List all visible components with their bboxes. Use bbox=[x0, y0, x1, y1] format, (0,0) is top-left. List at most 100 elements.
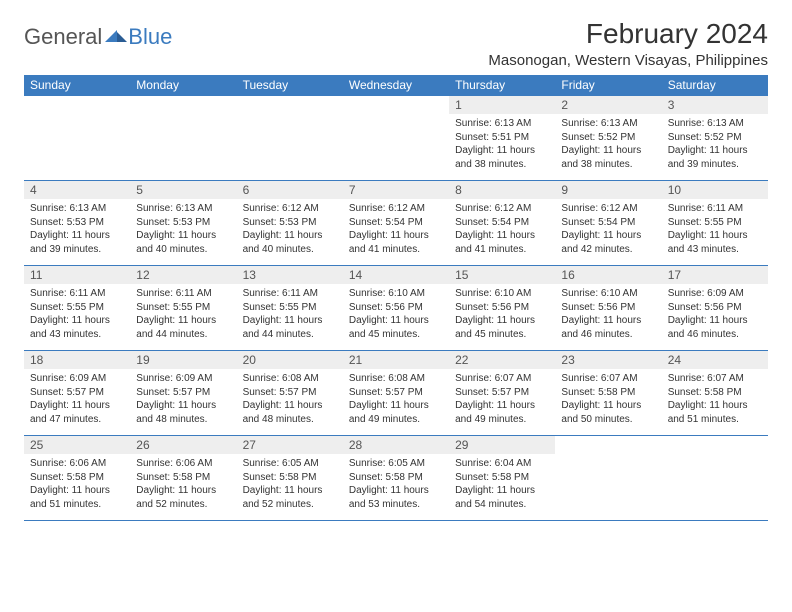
daylight-text: Daylight: 11 hours and 47 minutes. bbox=[30, 399, 124, 426]
sunset-text: Sunset: 5:58 PM bbox=[30, 471, 124, 485]
sunset-text: Sunset: 5:56 PM bbox=[349, 301, 443, 315]
sunset-text: Sunset: 5:58 PM bbox=[243, 471, 337, 485]
day-number: 12 bbox=[130, 266, 236, 284]
day-details: Sunrise: 6:11 AMSunset: 5:55 PMDaylight:… bbox=[130, 284, 236, 345]
sunrise-text: Sunrise: 6:09 AM bbox=[30, 372, 124, 386]
calendar-day-cell: 7Sunrise: 6:12 AMSunset: 5:54 PMDaylight… bbox=[343, 181, 449, 266]
sunset-text: Sunset: 5:57 PM bbox=[136, 386, 230, 400]
day-details: Sunrise: 6:08 AMSunset: 5:57 PMDaylight:… bbox=[343, 369, 449, 430]
daylight-text: Daylight: 11 hours and 40 minutes. bbox=[243, 229, 337, 256]
sunset-text: Sunset: 5:54 PM bbox=[349, 216, 443, 230]
sunset-text: Sunset: 5:57 PM bbox=[455, 386, 549, 400]
calendar-week-row: 4Sunrise: 6:13 AMSunset: 5:53 PMDaylight… bbox=[24, 181, 768, 266]
sunrise-text: Sunrise: 6:07 AM bbox=[561, 372, 655, 386]
calendar-day-cell: 18Sunrise: 6:09 AMSunset: 5:57 PMDayligh… bbox=[24, 351, 130, 436]
calendar-day-cell: 10Sunrise: 6:11 AMSunset: 5:55 PMDayligh… bbox=[662, 181, 768, 266]
day-number: 20 bbox=[237, 351, 343, 369]
calendar-day-cell: 22Sunrise: 6:07 AMSunset: 5:57 PMDayligh… bbox=[449, 351, 555, 436]
day-number: 25 bbox=[24, 436, 130, 454]
sunrise-text: Sunrise: 6:13 AM bbox=[668, 117, 762, 131]
day-details: Sunrise: 6:13 AMSunset: 5:52 PMDaylight:… bbox=[662, 114, 768, 175]
sunrise-text: Sunrise: 6:06 AM bbox=[30, 457, 124, 471]
daylight-text: Daylight: 11 hours and 52 minutes. bbox=[243, 484, 337, 511]
day-number: 19 bbox=[130, 351, 236, 369]
sunset-text: Sunset: 5:55 PM bbox=[30, 301, 124, 315]
day-details: Sunrise: 6:08 AMSunset: 5:57 PMDaylight:… bbox=[237, 369, 343, 430]
day-details: Sunrise: 6:10 AMSunset: 5:56 PMDaylight:… bbox=[555, 284, 661, 345]
weekday-header: Friday bbox=[555, 75, 661, 96]
sunset-text: Sunset: 5:57 PM bbox=[349, 386, 443, 400]
logo-mark-icon bbox=[105, 28, 127, 46]
day-number: 23 bbox=[555, 351, 661, 369]
sunset-text: Sunset: 5:57 PM bbox=[30, 386, 124, 400]
day-number: 14 bbox=[343, 266, 449, 284]
header: General Blue February 2024 Masonogan, We… bbox=[24, 18, 768, 69]
sunrise-text: Sunrise: 6:05 AM bbox=[243, 457, 337, 471]
calendar-day-cell: 16Sunrise: 6:10 AMSunset: 5:56 PMDayligh… bbox=[555, 266, 661, 351]
day-number: 10 bbox=[662, 181, 768, 199]
day-details: Sunrise: 6:06 AMSunset: 5:58 PMDaylight:… bbox=[130, 454, 236, 515]
daylight-text: Daylight: 11 hours and 46 minutes. bbox=[668, 314, 762, 341]
weekday-header: Saturday bbox=[662, 75, 768, 96]
day-number: 11 bbox=[24, 266, 130, 284]
day-details: Sunrise: 6:11 AMSunset: 5:55 PMDaylight:… bbox=[24, 284, 130, 345]
daylight-text: Daylight: 11 hours and 49 minutes. bbox=[455, 399, 549, 426]
calendar-week-row: 11Sunrise: 6:11 AMSunset: 5:55 PMDayligh… bbox=[24, 266, 768, 351]
calendar-day-cell: 26Sunrise: 6:06 AMSunset: 5:58 PMDayligh… bbox=[130, 436, 236, 521]
day-number: 17 bbox=[662, 266, 768, 284]
sunset-text: Sunset: 5:58 PM bbox=[455, 471, 549, 485]
day-number: 29 bbox=[449, 436, 555, 454]
daylight-text: Daylight: 11 hours and 43 minutes. bbox=[30, 314, 124, 341]
calendar-day-cell: 25Sunrise: 6:06 AMSunset: 5:58 PMDayligh… bbox=[24, 436, 130, 521]
sunrise-text: Sunrise: 6:10 AM bbox=[455, 287, 549, 301]
daylight-text: Daylight: 11 hours and 52 minutes. bbox=[136, 484, 230, 511]
logo: General Blue bbox=[24, 18, 172, 50]
day-details: Sunrise: 6:09 AMSunset: 5:57 PMDaylight:… bbox=[130, 369, 236, 430]
sunset-text: Sunset: 5:58 PM bbox=[561, 386, 655, 400]
day-number: 5 bbox=[130, 181, 236, 199]
day-details: Sunrise: 6:12 AMSunset: 5:54 PMDaylight:… bbox=[555, 199, 661, 260]
day-details: Sunrise: 6:11 AMSunset: 5:55 PMDaylight:… bbox=[662, 199, 768, 260]
calendar-day-cell: 12Sunrise: 6:11 AMSunset: 5:55 PMDayligh… bbox=[130, 266, 236, 351]
day-number: 7 bbox=[343, 181, 449, 199]
daylight-text: Daylight: 11 hours and 42 minutes. bbox=[561, 229, 655, 256]
weekday-header: Thursday bbox=[449, 75, 555, 96]
daylight-text: Daylight: 11 hours and 41 minutes. bbox=[455, 229, 549, 256]
calendar-day-cell: 6Sunrise: 6:12 AMSunset: 5:53 PMDaylight… bbox=[237, 181, 343, 266]
daylight-text: Daylight: 11 hours and 39 minutes. bbox=[30, 229, 124, 256]
day-details: Sunrise: 6:04 AMSunset: 5:58 PMDaylight:… bbox=[449, 454, 555, 515]
calendar-day-cell: 21Sunrise: 6:08 AMSunset: 5:57 PMDayligh… bbox=[343, 351, 449, 436]
title-block: February 2024 Masonogan, Western Visayas… bbox=[488, 18, 768, 69]
day-number: 28 bbox=[343, 436, 449, 454]
sunrise-text: Sunrise: 6:11 AM bbox=[136, 287, 230, 301]
calendar-day-cell: 20Sunrise: 6:08 AMSunset: 5:57 PMDayligh… bbox=[237, 351, 343, 436]
daylight-text: Daylight: 11 hours and 39 minutes. bbox=[668, 144, 762, 171]
sunrise-text: Sunrise: 6:13 AM bbox=[30, 202, 124, 216]
day-details: Sunrise: 6:10 AMSunset: 5:56 PMDaylight:… bbox=[343, 284, 449, 345]
calendar-day-cell: 3Sunrise: 6:13 AMSunset: 5:52 PMDaylight… bbox=[662, 96, 768, 181]
sunset-text: Sunset: 5:56 PM bbox=[668, 301, 762, 315]
sunset-text: Sunset: 5:55 PM bbox=[668, 216, 762, 230]
sunset-text: Sunset: 5:53 PM bbox=[243, 216, 337, 230]
calendar-week-row: 18Sunrise: 6:09 AMSunset: 5:57 PMDayligh… bbox=[24, 351, 768, 436]
calendar-day-cell: 17Sunrise: 6:09 AMSunset: 5:56 PMDayligh… bbox=[662, 266, 768, 351]
day-details: Sunrise: 6:07 AMSunset: 5:58 PMDaylight:… bbox=[662, 369, 768, 430]
calendar-day-cell: 5Sunrise: 6:13 AMSunset: 5:53 PMDaylight… bbox=[130, 181, 236, 266]
month-title: February 2024 bbox=[488, 18, 768, 50]
calendar-day-cell: 1Sunrise: 6:13 AMSunset: 5:51 PMDaylight… bbox=[449, 96, 555, 181]
calendar-day-cell bbox=[130, 96, 236, 181]
calendar-day-cell: 13Sunrise: 6:11 AMSunset: 5:55 PMDayligh… bbox=[237, 266, 343, 351]
calendar-day-cell: 19Sunrise: 6:09 AMSunset: 5:57 PMDayligh… bbox=[130, 351, 236, 436]
calendar-day-cell bbox=[343, 96, 449, 181]
calendar-table: Sunday Monday Tuesday Wednesday Thursday… bbox=[24, 75, 768, 521]
day-details: Sunrise: 6:09 AMSunset: 5:56 PMDaylight:… bbox=[662, 284, 768, 345]
weekday-header-row: Sunday Monday Tuesday Wednesday Thursday… bbox=[24, 75, 768, 96]
daylight-text: Daylight: 11 hours and 45 minutes. bbox=[349, 314, 443, 341]
calendar-day-cell bbox=[555, 436, 661, 521]
day-number: 24 bbox=[662, 351, 768, 369]
sunrise-text: Sunrise: 6:10 AM bbox=[561, 287, 655, 301]
sunset-text: Sunset: 5:54 PM bbox=[561, 216, 655, 230]
sunrise-text: Sunrise: 6:05 AM bbox=[349, 457, 443, 471]
sunrise-text: Sunrise: 6:13 AM bbox=[561, 117, 655, 131]
calendar-day-cell: 27Sunrise: 6:05 AMSunset: 5:58 PMDayligh… bbox=[237, 436, 343, 521]
